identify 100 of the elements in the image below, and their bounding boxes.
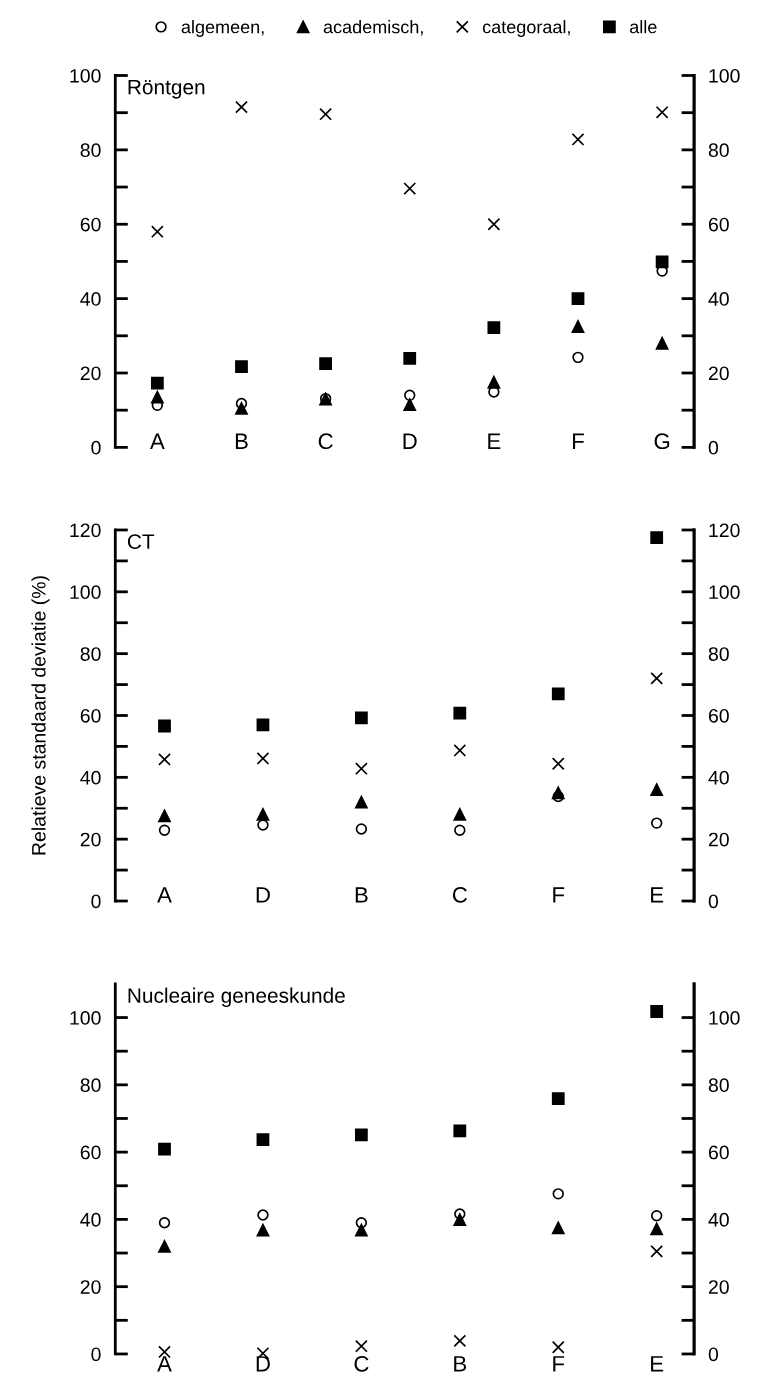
point [158,753,171,766]
y2-tick-label: 80 [708,1078,729,1093]
point [403,182,417,195]
x-tick-label: A [157,1356,172,1372]
y-tick-label: 80 [80,1078,101,1093]
y-tick-label: 100 [70,1011,101,1025]
point [551,1340,565,1354]
x-tick-label: B [235,433,248,449]
point [319,107,333,121]
point [571,133,585,146]
x-tick-label: C [354,1355,369,1372]
y2-tick-label: 20 [708,1280,729,1294]
x-tick-label: G [654,433,670,450]
point [150,376,164,390]
point [354,1223,368,1237]
point [453,1213,467,1227]
point [150,390,164,404]
point [235,100,248,114]
y-tick-label: 0 [91,440,101,455]
y2-tick-label: 60 [708,708,729,723]
x-tick-label: E [651,1356,664,1372]
point [571,292,585,306]
legend-label: algemeen, [181,20,264,37]
x-tick-label: A [157,887,172,903]
point [256,808,270,821]
point [235,360,248,374]
point [158,809,171,823]
point [487,321,501,335]
point [256,1223,270,1237]
point [453,1124,467,1138]
point [158,1217,171,1229]
point [571,320,585,333]
y2-tick-label: 100 [709,68,740,83]
point [650,817,663,829]
y2-tick-label: 0 [708,894,719,909]
point [355,823,368,835]
x-tick-label: B [454,1356,467,1372]
point [256,1133,270,1147]
y2-tick-label: 40 [708,770,729,785]
point [487,217,501,231]
x-tick-label: F [553,1356,565,1372]
point [551,687,565,701]
legend-label: academisch, [323,20,423,36]
x-tick-label: A [149,433,165,449]
point [256,752,270,765]
point [235,401,248,415]
y-tick-label: 80 [80,143,101,158]
y-tick-label: 40 [80,770,101,785]
y-axis-title: Relatieve standaard deviatie (%) [31,576,50,855]
point [487,375,501,389]
x-tick-label: E [651,887,664,903]
point [354,762,368,776]
point [650,1222,664,1236]
point [650,783,664,797]
x-tick-label: F [553,887,565,903]
point [158,1142,171,1156]
point [354,795,368,809]
point [655,105,669,119]
y2-tick-label: 40 [708,292,729,306]
point [257,1209,269,1221]
point [650,672,664,685]
y2-tick-label: 0 [708,1347,719,1362]
x-tick-label: D [256,1356,270,1372]
point [454,824,466,836]
point [650,1005,664,1018]
legend-label: alle [630,20,657,34]
y2-tick-label: 0 [708,440,719,455]
point [453,744,467,757]
x-tick-label: D [403,433,417,449]
point [650,1210,663,1222]
y2-tick-label: 60 [708,217,729,232]
y2-tick-label: 20 [708,832,729,847]
y-tick-label: 60 [80,708,101,723]
point [551,1092,565,1106]
y-tick-label: 20 [80,832,101,847]
y-tick-label: 100 [70,68,101,83]
y-tick-label: 40 [80,1212,101,1227]
chart-title: Nucleaire geneeskunde [128,987,345,1008]
point [551,1221,565,1235]
y-tick-label: 100 [70,585,101,600]
point [655,336,669,350]
y-tick-label: 60 [80,1145,101,1160]
y-tick-label: 0 [91,894,101,909]
x-tick-label: C [452,887,467,903]
y-tick-label: 20 [80,366,101,381]
chart-title: CT [127,534,155,549]
point [354,1339,368,1353]
y-tick-label: 40 [80,292,101,306]
point [551,786,565,800]
point [551,757,565,771]
y2-tick-label: 120 [709,523,740,538]
point [572,351,584,364]
point [650,531,664,545]
point [552,1188,564,1200]
x-tick-label: B [355,887,368,903]
point [403,398,417,411]
point [158,824,171,836]
x-tick-label: D [256,887,270,903]
y2-tick-label: 20 [708,366,729,381]
y-tick-label: 60 [80,217,101,232]
